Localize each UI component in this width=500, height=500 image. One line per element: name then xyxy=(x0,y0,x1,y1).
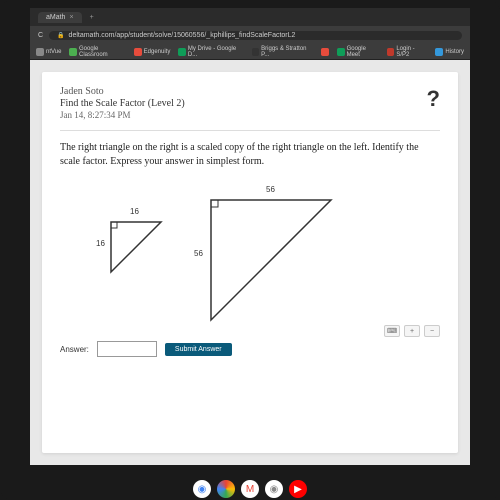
triangle-right xyxy=(206,195,336,325)
bookmark-item[interactable]: My Drive - Google D... xyxy=(178,46,243,58)
tri-left-side-label: 16 xyxy=(96,239,105,248)
browser-tab-bar: aMath × + xyxy=(30,8,470,26)
minus-icon[interactable]: − xyxy=(424,325,440,337)
bookmark-item[interactable]: History xyxy=(435,48,464,56)
shelf-youtube-icon[interactable]: ▶ xyxy=(289,480,307,498)
problem-title: Find the Scale Factor (Level 2) xyxy=(60,98,440,109)
answer-label: Answer: xyxy=(60,345,89,354)
plus-icon[interactable]: + xyxy=(404,325,420,337)
tab-title: aMath xyxy=(46,14,65,21)
bookmark-item[interactable]: Briggs & Stratton P... xyxy=(252,46,313,58)
reload-icon[interactable]: C xyxy=(38,32,43,39)
shelf-app-icon[interactable]: ◉ xyxy=(265,480,283,498)
bookmark-item[interactable]: Google Classroom xyxy=(69,46,125,58)
keyboard-icon[interactable]: ⌨ xyxy=(384,325,400,337)
bookmark-item[interactable]: ntVue xyxy=(36,48,61,56)
tri-right-top-label: 56 xyxy=(266,185,275,194)
help-icon[interactable]: ? xyxy=(427,86,440,112)
bookmark-item[interactable] xyxy=(321,48,329,56)
problem-card: Jaden Soto Find the Scale Factor (Level … xyxy=(42,72,458,453)
lock-icon: 🔒 xyxy=(57,32,64,39)
shelf-chrome-browser-icon[interactable] xyxy=(217,480,235,498)
question-text: The right triangle on the right is a sca… xyxy=(60,141,440,169)
figure-area: 16 16 56 56 xyxy=(60,179,440,319)
url-field[interactable]: 🔒 deltamath.com/app/student/solve/150605… xyxy=(49,31,462,40)
url-text: deltamath.com/app/student/solve/15060556… xyxy=(69,32,296,39)
bookmark-item[interactable]: Edgenuity xyxy=(134,48,171,56)
answer-input[interactable] xyxy=(97,341,157,357)
page-content: Jaden Soto Find the Scale Factor (Level … xyxy=(30,60,470,465)
tri-right-side-label: 56 xyxy=(194,249,203,258)
triangle-left xyxy=(106,217,166,277)
timestamp: Jan 14, 8:27:34 PM xyxy=(60,110,440,120)
shelf-chrome-icon[interactable]: ◉ xyxy=(193,480,211,498)
chrome-shelf: ◉ M ◉ ▶ xyxy=(193,480,307,498)
student-name: Jaden Soto xyxy=(60,86,440,97)
close-icon[interactable]: × xyxy=(69,14,73,21)
tri-left-top-label: 16 xyxy=(130,207,139,216)
browser-tab[interactable]: aMath × xyxy=(38,12,82,23)
url-bar: C 🔒 deltamath.com/app/student/solve/1506… xyxy=(30,26,470,44)
shelf-gmail-icon[interactable]: M xyxy=(241,480,259,498)
answer-toolbar: ⌨ + − xyxy=(384,325,440,337)
bookmark-item[interactable]: Google Meet xyxy=(337,46,379,58)
divider xyxy=(60,130,440,131)
submit-button[interactable]: Submit Answer xyxy=(165,343,232,356)
add-tab-icon[interactable]: + xyxy=(90,14,94,21)
bookmarks-bar: ntVue Google Classroom Edgenuity My Driv… xyxy=(30,44,470,60)
bookmark-item[interactable]: Login - S/P2 xyxy=(387,46,428,58)
